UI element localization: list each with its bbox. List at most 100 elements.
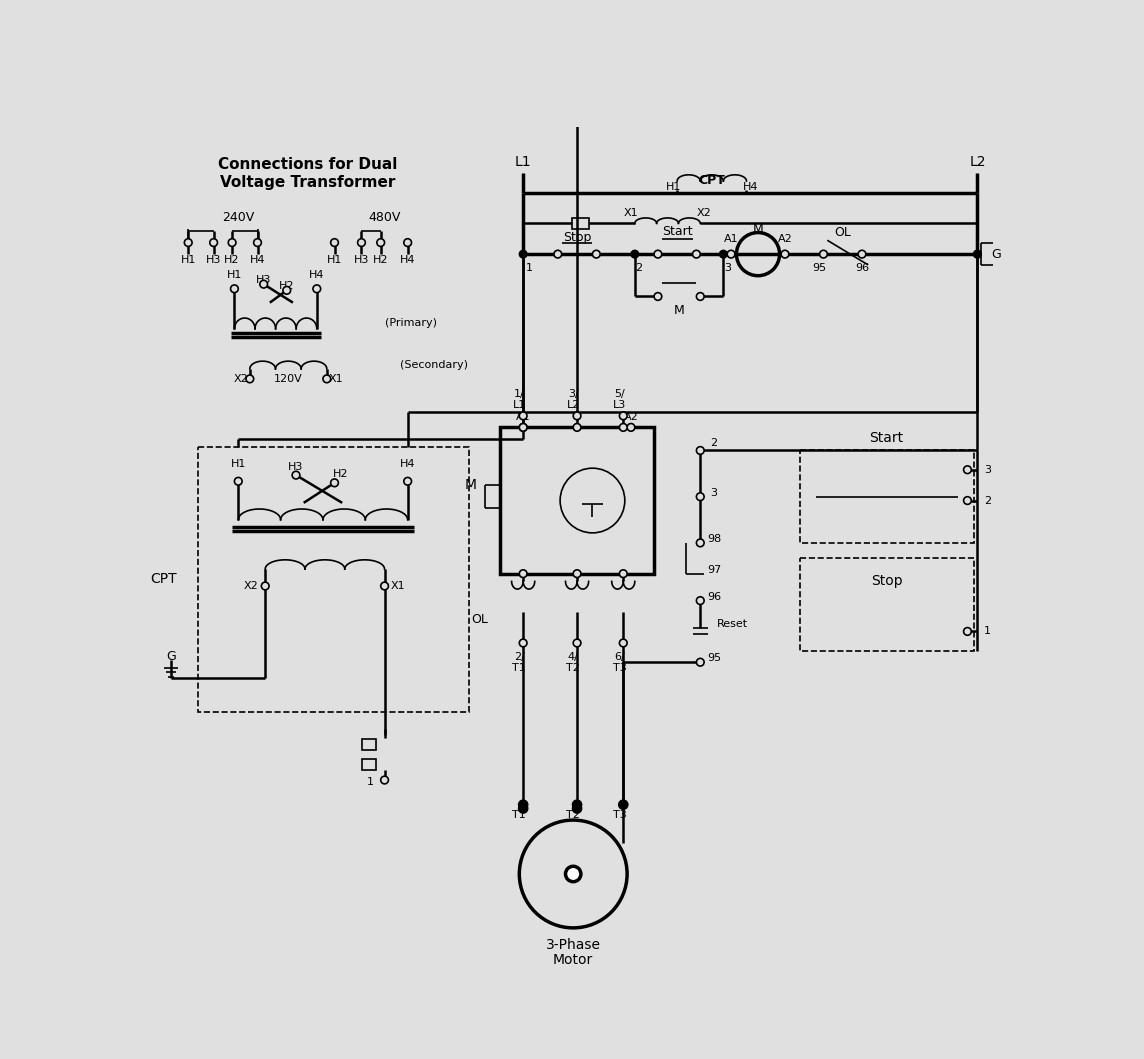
Text: Connections for Dual: Connections for Dual — [217, 157, 397, 172]
Text: 98: 98 — [707, 534, 721, 544]
Text: X1: X1 — [623, 208, 638, 217]
Text: 1: 1 — [526, 263, 533, 273]
Text: 3: 3 — [710, 488, 717, 498]
Text: H1: H1 — [666, 182, 681, 192]
Circle shape — [323, 375, 331, 382]
Circle shape — [619, 412, 627, 419]
Circle shape — [519, 250, 527, 258]
Circle shape — [331, 479, 339, 487]
Text: H1: H1 — [227, 270, 243, 280]
Text: CPT: CPT — [698, 175, 725, 187]
Text: 1/: 1/ — [514, 390, 525, 399]
Text: Voltage Transformer: Voltage Transformer — [220, 175, 395, 190]
Circle shape — [619, 570, 627, 577]
Bar — [572, 217, 589, 229]
Text: 6/: 6/ — [614, 652, 625, 662]
Circle shape — [697, 539, 704, 546]
Text: X2: X2 — [233, 374, 248, 383]
Circle shape — [235, 478, 243, 485]
Circle shape — [781, 250, 789, 258]
Text: L1: L1 — [513, 400, 526, 410]
Text: OL: OL — [471, 613, 488, 626]
Circle shape — [593, 250, 601, 258]
Circle shape — [573, 640, 581, 647]
Text: CPT: CPT — [150, 572, 176, 586]
Text: H1: H1 — [181, 254, 196, 265]
Text: 4/: 4/ — [567, 652, 579, 662]
Text: Stop: Stop — [871, 574, 903, 589]
Circle shape — [692, 250, 700, 258]
Text: A2: A2 — [778, 234, 793, 244]
Text: X2: X2 — [244, 581, 259, 591]
Circle shape — [697, 447, 704, 454]
Text: H3: H3 — [206, 254, 221, 265]
Circle shape — [565, 866, 581, 882]
Circle shape — [519, 424, 527, 431]
Circle shape — [631, 250, 638, 258]
Text: M: M — [753, 223, 763, 236]
Circle shape — [619, 640, 627, 647]
Text: H1: H1 — [327, 254, 342, 265]
Circle shape — [627, 424, 635, 431]
Circle shape — [518, 800, 527, 809]
Text: T3: T3 — [612, 810, 626, 821]
Circle shape — [184, 238, 192, 247]
Circle shape — [381, 776, 389, 784]
Text: 5/: 5/ — [614, 390, 625, 399]
Text: A1: A1 — [516, 412, 531, 421]
Text: M: M — [674, 304, 684, 317]
Text: T1: T1 — [513, 810, 526, 821]
Circle shape — [231, 285, 238, 292]
Text: Stop: Stop — [563, 231, 591, 244]
Text: 480V: 480V — [368, 212, 400, 225]
Text: X1: X1 — [391, 581, 406, 591]
Circle shape — [261, 582, 269, 590]
Text: 120V: 120V — [273, 374, 303, 383]
Text: 3/: 3/ — [567, 390, 579, 399]
Circle shape — [209, 238, 217, 247]
Circle shape — [573, 412, 581, 419]
Text: H3: H3 — [353, 254, 370, 265]
Text: H2: H2 — [224, 254, 240, 265]
Circle shape — [518, 804, 527, 813]
Circle shape — [519, 640, 527, 647]
Bar — [363, 759, 376, 770]
Text: L1: L1 — [515, 155, 532, 168]
Text: H4: H4 — [400, 460, 415, 469]
Text: 1: 1 — [367, 776, 374, 787]
Circle shape — [404, 478, 412, 485]
Text: L2: L2 — [566, 400, 580, 410]
Text: G: G — [166, 650, 176, 663]
Text: 2: 2 — [635, 263, 642, 273]
Text: T1: T1 — [513, 663, 526, 672]
Text: H4: H4 — [309, 270, 325, 280]
Bar — [198, 447, 469, 713]
Text: H4: H4 — [249, 254, 265, 265]
Text: L2: L2 — [969, 155, 986, 168]
Text: Start: Start — [869, 431, 904, 445]
Bar — [801, 450, 974, 543]
Circle shape — [720, 250, 728, 258]
Bar — [500, 428, 654, 574]
Text: L3: L3 — [613, 400, 626, 410]
Circle shape — [619, 424, 627, 431]
Circle shape — [697, 659, 704, 666]
Text: H2: H2 — [279, 281, 294, 291]
Text: G: G — [992, 248, 1001, 261]
Circle shape — [963, 628, 971, 635]
Text: 3: 3 — [724, 263, 731, 273]
Text: X2: X2 — [697, 208, 712, 217]
Text: H4: H4 — [742, 182, 758, 192]
Circle shape — [572, 804, 581, 813]
Circle shape — [292, 471, 300, 479]
Text: Start: Start — [662, 225, 692, 237]
Circle shape — [519, 412, 527, 419]
Text: (Primary): (Primary) — [384, 318, 437, 327]
Text: 95: 95 — [812, 263, 827, 273]
Circle shape — [697, 492, 704, 501]
Circle shape — [819, 250, 827, 258]
Text: A1: A1 — [724, 234, 738, 244]
Text: H3: H3 — [288, 463, 303, 472]
Text: Reset: Reset — [717, 618, 748, 629]
Circle shape — [572, 800, 581, 809]
